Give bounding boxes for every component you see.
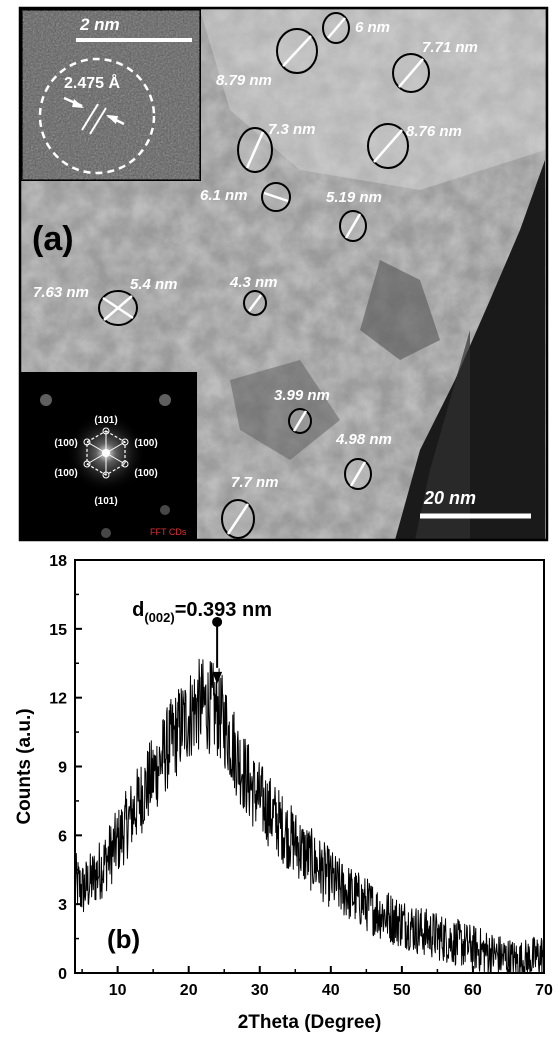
fft-spot-label: (100) <box>54 468 77 479</box>
y-axis-label: Counts (a.u.) <box>14 708 35 824</box>
lattice-spacing-label: 2.475 Å <box>64 73 120 92</box>
particle-size-label: 8.76 nm <box>406 123 462 140</box>
particle-size-label: 7.63 nm <box>33 284 89 301</box>
x-tick-label: 30 <box>251 982 269 999</box>
fft-caption: FFT CDs <box>150 527 187 537</box>
y-tick-label: 15 <box>49 622 67 639</box>
x-tick-label: 20 <box>180 982 198 999</box>
particle-size-label: 5.4 nm <box>130 276 178 293</box>
x-axis-label: 2Theta (Degree) <box>238 1012 382 1033</box>
annotation-subscript: (002) <box>144 610 174 625</box>
fft-spot-label: (100) <box>54 438 77 449</box>
xrd-chart: 10 20 30 40 50 60 70 0 3 6 9 12 15 18 Counts (a.u.) 2… <box>14 553 553 1033</box>
fft-spot-label: (101) <box>94 496 117 507</box>
y-tick-label: 3 <box>58 897 67 914</box>
x-tick-label: 50 <box>393 982 411 999</box>
x-tick-label: 60 <box>464 982 482 999</box>
x-tick-label: 40 <box>322 982 340 999</box>
fft-spot-label: (100) <box>134 438 157 449</box>
y-tick-label: 6 <box>58 828 67 845</box>
annotation-d: d <box>132 599 144 621</box>
particle-size-label: 6 nm <box>355 19 390 36</box>
y-tick-label: 12 <box>49 691 67 708</box>
panel-a-label: (a) <box>32 220 74 258</box>
particle-size-label: 3.99 nm <box>274 387 330 404</box>
peak-annotation: d(002)=0.393 nm <box>132 599 272 684</box>
tem-frame <box>18 6 549 542</box>
fft-spot-label: (101) <box>94 415 117 426</box>
particle-size-label: 8.79 nm <box>216 72 272 89</box>
particle-size-label: 5.19 nm <box>326 189 382 206</box>
inset-scale-label: 2 nm <box>79 15 120 34</box>
fft-spot-label: (100) <box>134 468 157 479</box>
particle-size-label: 4.98 nm <box>335 431 392 448</box>
svg-text:d(002)=0.393 nm: d(002)=0.393 nm <box>132 599 272 625</box>
particle-size-label: 7.7 nm <box>231 474 279 491</box>
fft-inset: (101) (100) (100) (100) (100) (101) FFT … <box>21 372 197 541</box>
particle-size-label: 7.71 nm <box>422 39 478 56</box>
x-tick-label: 70 <box>535 982 553 999</box>
panel-b-label: (b) <box>107 924 140 954</box>
tem-image-panel: 2 nm 2.475 Å (a) (101) (100) (100) (100) <box>18 6 549 542</box>
x-tick-label: 10 <box>109 982 127 999</box>
hrtem-inset: 2 nm 2.475 Å <box>21 9 201 181</box>
scale-bar-label: 20 nm <box>423 488 476 508</box>
xrd-series-line <box>74 658 545 973</box>
particle-size-label: 7.3 nm <box>268 121 316 138</box>
annotation-value: =0.393 nm <box>175 599 272 621</box>
y-tick-label: 0 <box>58 966 67 983</box>
particle-size-label: 6.1 nm <box>200 187 248 204</box>
lattice-circle <box>38 57 156 175</box>
particle-size-label: 4.3 nm <box>229 274 278 291</box>
y-tick-label: 9 <box>58 760 67 777</box>
y-tick-label: 18 <box>49 553 67 570</box>
